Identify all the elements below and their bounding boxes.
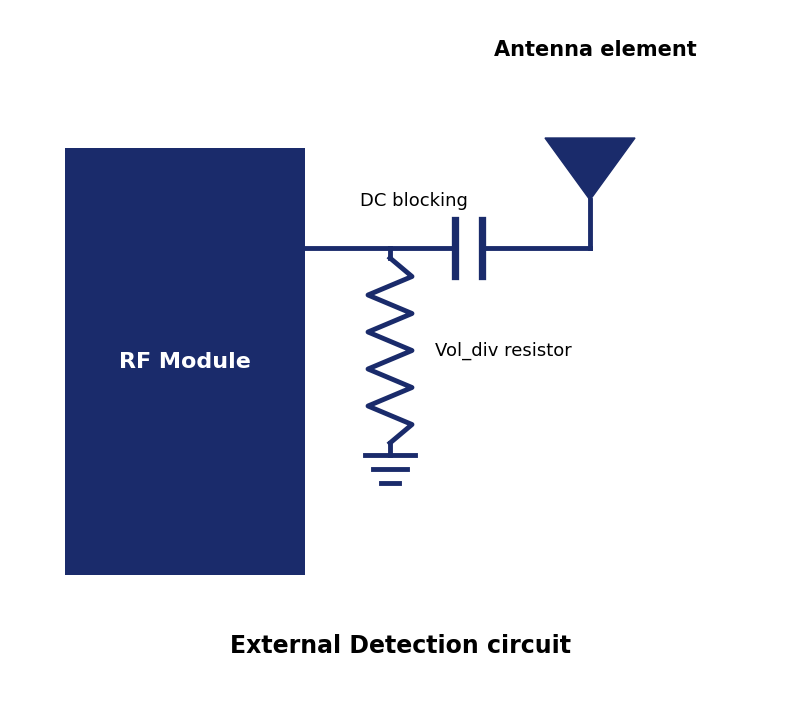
- Text: RF Module: RF Module: [119, 351, 251, 372]
- Bar: [65, 148, 305, 575]
- Text: Antenna element: Antenna element: [494, 40, 696, 60]
- Text: External Detection circuit: External Detection circuit: [230, 634, 570, 658]
- Text: Vol_div resistor: Vol_div resistor: [435, 341, 572, 360]
- Polygon shape: [545, 138, 635, 200]
- Text: DC blocking: DC blocking: [360, 192, 468, 210]
